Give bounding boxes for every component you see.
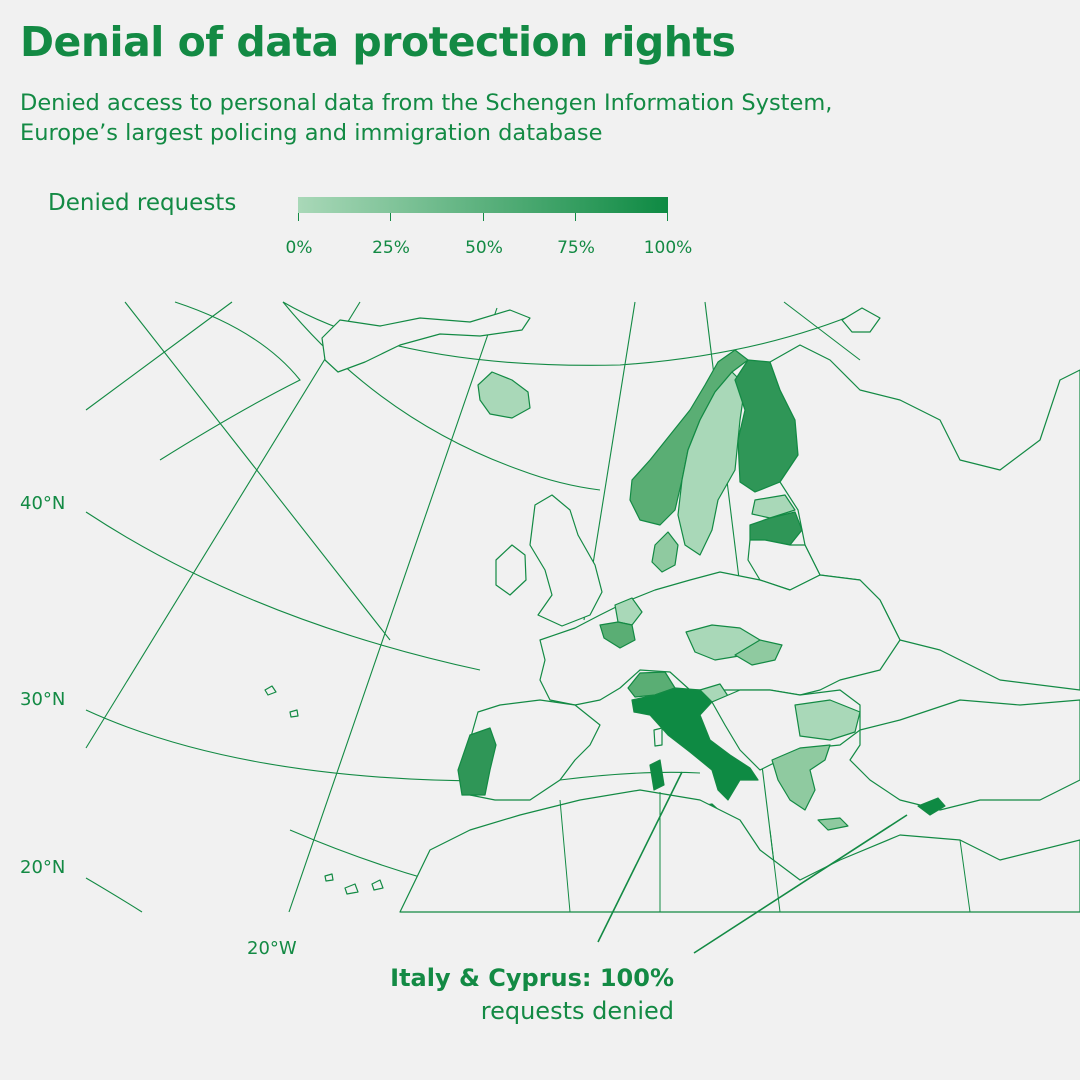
legend-tick (667, 213, 668, 221)
greenland (321, 309, 531, 373)
canary-island (324, 873, 334, 882)
italy-callout-line (597, 771, 683, 943)
denmark (651, 531, 679, 573)
ireland (495, 544, 527, 596)
canary-island (371, 879, 384, 891)
annotation-subline: requests denied (480, 997, 674, 1025)
italy (631, 687, 759, 801)
iceland (477, 371, 531, 419)
bulgaria (794, 699, 861, 741)
north-africa (399, 789, 1080, 913)
longitude-label: 20°W (247, 938, 297, 959)
meridian-line (288, 307, 498, 913)
portugal (457, 727, 497, 796)
estonia (751, 494, 796, 519)
meridian-line (783, 301, 861, 361)
legend-tick (298, 213, 299, 221)
greece (771, 744, 831, 811)
cyprus (917, 797, 946, 816)
page-subtitle: Denied access to personal data from the … (20, 90, 833, 146)
legend-tick-label: 100% (643, 238, 693, 258)
meridian-line (85, 301, 361, 749)
italy-cyprus-annotation: Italy & Cyprus: 100% requests denied (390, 962, 674, 1028)
legend-tick-label: 25% (372, 238, 410, 258)
azores-island (264, 685, 277, 696)
turkey (849, 699, 1080, 811)
corsica (653, 727, 663, 747)
parallel-line (85, 511, 481, 671)
parallel-line (159, 301, 301, 461)
russia (769, 344, 1080, 691)
latitude-label: 20°N (20, 857, 66, 878)
country-borders (559, 792, 971, 913)
crete (817, 817, 849, 831)
svalbard (841, 307, 881, 333)
latitude-label: 40°N (20, 493, 66, 514)
legend-tick-label: 50% (465, 238, 503, 258)
sardinia (649, 759, 665, 791)
sweden (677, 371, 746, 556)
slovakia (734, 639, 783, 666)
legend-tick (575, 213, 576, 221)
meridian-line (85, 301, 233, 411)
legend-gradient-bar (298, 197, 668, 213)
legend-tick (483, 213, 484, 221)
latitude-label: 30°N (20, 689, 66, 710)
parallel-line (559, 771, 701, 781)
meridian-line (124, 301, 391, 641)
legend-tick (390, 213, 391, 221)
azores-island (289, 709, 299, 718)
legend-tick-label: 0% (285, 238, 313, 258)
parallel-line (289, 829, 431, 881)
belgium (599, 621, 636, 649)
page-title: Denial of data protection rights (20, 18, 736, 66)
parallel-line (85, 877, 143, 913)
cyprus-callout-line (693, 814, 908, 954)
legend-title: Denied requests (48, 190, 237, 216)
canary-island (344, 883, 359, 895)
legend-tick-label: 75% (557, 238, 595, 258)
annotation-headline: Italy & Cyprus: 100% (390, 964, 674, 992)
great-britain (529, 494, 603, 627)
netherlands (614, 597, 643, 626)
